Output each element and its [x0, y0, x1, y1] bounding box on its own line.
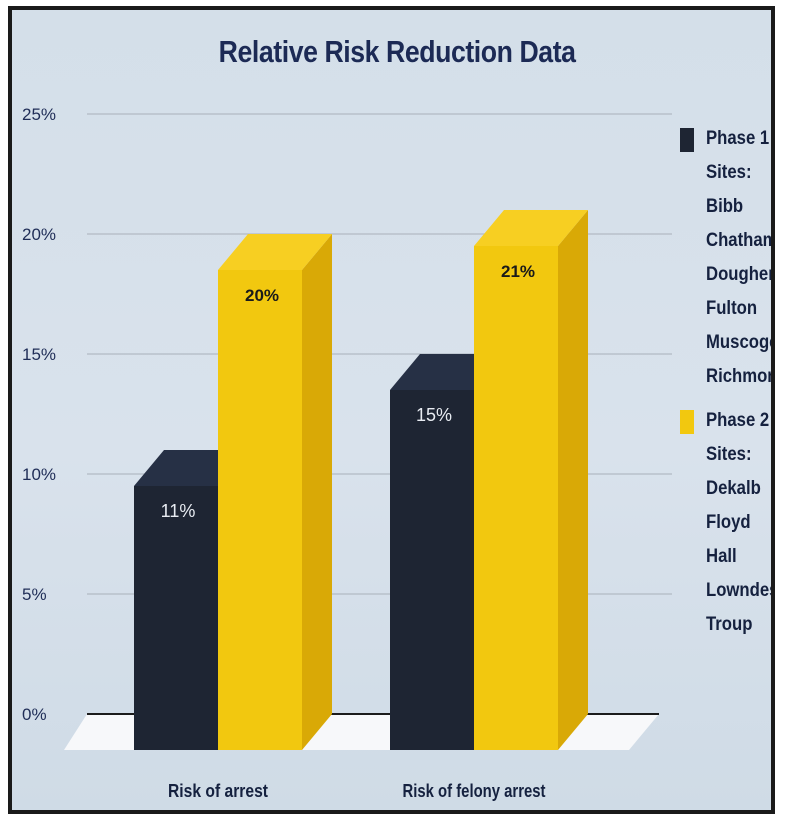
legend-title-phase2: Phase 2	[706, 410, 770, 431]
legend-title-phase1: Phase 1	[706, 128, 770, 149]
bar-side	[302, 234, 332, 750]
legend-phase2: Phase 2 Sites: Dekalb Floyd Hall Lowndes…	[676, 404, 775, 642]
legend-site: Muscogee	[706, 332, 771, 353]
legend-subtitle-phase1: Sites:	[706, 162, 752, 183]
legend-site: Fulton	[706, 298, 758, 319]
legend-swatch-phase2	[680, 410, 694, 434]
legend-site: Lowndes	[706, 580, 775, 601]
y-tick-label: 20%	[22, 225, 56, 244]
legend-site: Floyd	[706, 512, 751, 533]
bar	[218, 270, 302, 750]
y-tick-label: 10%	[22, 465, 56, 484]
legend-subtitle-phase2: Sites:	[706, 444, 752, 465]
data-label: 20%	[245, 286, 279, 305]
legend-site: Chatham	[706, 230, 775, 251]
bar	[134, 486, 218, 750]
legend-site: Dekalb	[706, 478, 761, 499]
y-tick-label: 0%	[22, 705, 47, 724]
legend-site: Dougherty	[706, 264, 775, 285]
legend-site: Hall	[706, 546, 737, 567]
data-label: 21%	[501, 262, 535, 281]
chart-frame: Relative Risk Reduction Data 0% 5% 10% 15% 2…	[8, 6, 775, 814]
x-category-label: Risk of felony arrest	[403, 781, 546, 801]
x-category-label: Risk of arrest	[168, 781, 268, 801]
legend-phase1: Phase 1 Sites: Bibb Chatham Dougherty Fu…	[676, 122, 775, 394]
legend-site: Bibb	[706, 196, 744, 217]
legend-site: Richmond	[706, 366, 771, 387]
legend-swatch-phase1	[680, 128, 694, 152]
data-label: 15%	[416, 405, 452, 425]
y-tick-label: 25%	[22, 105, 56, 124]
chart-plot: 0% 5% 10% 15% 20% 25% 11% 20% Risk of arrest 15% 2…	[22, 105, 672, 801]
y-tick-label: 15%	[22, 345, 56, 364]
bar-top	[474, 210, 588, 246]
chart-legend: Phase 1 Sites: Bibb Chatham Dougherty Fu…	[676, 122, 775, 642]
legend-site: Troup	[706, 614, 753, 635]
chart-title: Relative Risk Reduction Data	[218, 34, 576, 69]
bar	[390, 390, 474, 750]
bar-top	[218, 234, 332, 270]
data-label: 11%	[161, 501, 196, 521]
bar-side	[558, 210, 588, 750]
y-tick-label: 5%	[22, 585, 47, 604]
bar	[474, 246, 558, 750]
